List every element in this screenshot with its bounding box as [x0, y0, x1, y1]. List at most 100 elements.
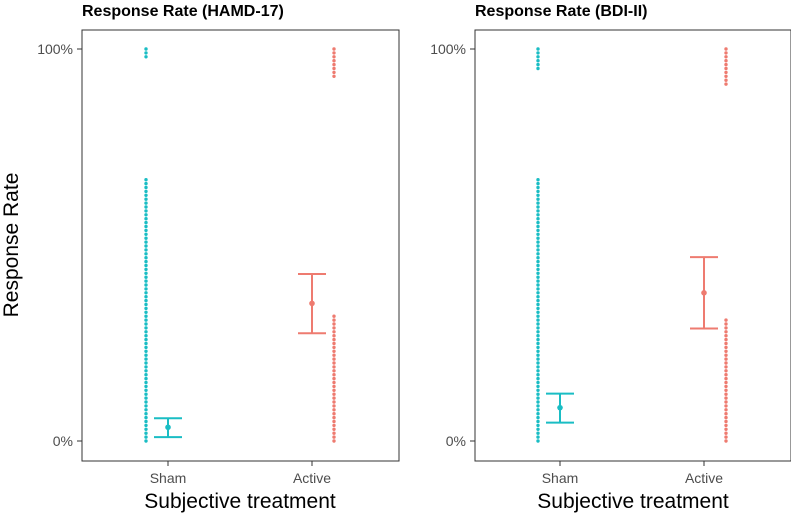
- data-point: [332, 51, 336, 55]
- data-point: [724, 334, 728, 338]
- data-point: [536, 353, 540, 357]
- data-point: [144, 47, 148, 51]
- chart-title: Response Rate (BDI-II): [475, 3, 647, 20]
- data-point: [144, 236, 148, 240]
- data-point: [332, 330, 336, 334]
- data-point: [536, 201, 540, 205]
- data-point: [724, 408, 728, 412]
- data-point: [144, 256, 148, 260]
- y-tick-label: 0%: [53, 433, 73, 449]
- data-point: [536, 314, 540, 318]
- data-point: [144, 322, 148, 326]
- data-point: [144, 197, 148, 201]
- data-point: [144, 431, 148, 435]
- data-point: [144, 357, 148, 361]
- data-point: [536, 193, 540, 197]
- data-point: [332, 47, 336, 51]
- data-point: [536, 435, 540, 439]
- panel-hamd17: Response Rate (HAMD-17) 100% 0% Sham Act…: [0, 3, 400, 513]
- data-point: [332, 62, 336, 67]
- data-point: [536, 51, 540, 55]
- data-point: [332, 415, 336, 420]
- data-point: [724, 78, 728, 82]
- data-point: [332, 334, 336, 338]
- data-point: [332, 419, 336, 424]
- data-point: [332, 408, 336, 412]
- data-point: [332, 322, 336, 326]
- data-point: [332, 349, 336, 353]
- data-point: [536, 271, 540, 275]
- panel-border: [474, 29, 791, 462]
- data-point: [144, 361, 148, 365]
- data-point: [724, 423, 728, 428]
- data-point: [144, 189, 148, 194]
- data-point: [536, 337, 540, 342]
- data-point: [332, 326, 336, 330]
- data-point: [724, 396, 728, 400]
- data-point: [332, 353, 336, 357]
- data-point: [536, 55, 540, 59]
- data-point: [536, 213, 540, 217]
- data-point: [724, 412, 728, 416]
- data-point: [144, 252, 148, 256]
- data-point: [536, 298, 540, 303]
- data-point: [536, 244, 540, 248]
- data-point: [536, 322, 540, 326]
- data-point: [724, 349, 728, 353]
- data-point: [144, 412, 148, 416]
- data-point: [536, 232, 540, 236]
- y-tick-label: 0%: [446, 433, 466, 449]
- data-point: [536, 361, 540, 365]
- data-point: [536, 291, 540, 295]
- data-point: [144, 193, 148, 197]
- data-point: [724, 400, 728, 404]
- data-point: [724, 51, 728, 55]
- data-point: [536, 423, 540, 428]
- data-point: [144, 306, 148, 311]
- data-point: [144, 244, 148, 248]
- data-point: [724, 380, 728, 385]
- data-point: [144, 353, 148, 357]
- data-point: [144, 330, 148, 334]
- data-point: [332, 373, 336, 377]
- data-point: [332, 400, 336, 404]
- data-point: [144, 373, 148, 377]
- data-point: [144, 213, 148, 217]
- data-point: [724, 404, 728, 408]
- data-point: [332, 388, 336, 392]
- data-point: [536, 302, 540, 307]
- data-point: [724, 55, 728, 59]
- data-point: [536, 66, 540, 71]
- data-point: [536, 396, 540, 400]
- data-point: [144, 341, 148, 346]
- data-point: [144, 427, 148, 431]
- data-point: [724, 384, 728, 389]
- data-point: [536, 419, 540, 424]
- data-point: [144, 334, 148, 338]
- data-point: [536, 181, 540, 186]
- data-point: [536, 236, 540, 240]
- data-point: [144, 224, 148, 229]
- data-point: [536, 185, 540, 190]
- data-point: [724, 353, 728, 357]
- data-point: [332, 345, 336, 350]
- data-point: [724, 415, 728, 420]
- data-point: [144, 369, 148, 373]
- data-point: [536, 310, 540, 314]
- y-axis-label: Response Rate: [0, 173, 23, 318]
- y-tick-label: 100%: [37, 41, 73, 57]
- data-point: [724, 435, 728, 439]
- data-point: [536, 275, 540, 279]
- data-point: [332, 318, 336, 322]
- data-point: [724, 388, 728, 392]
- data-point: [144, 291, 148, 295]
- data-point: [332, 412, 336, 416]
- data-point: [332, 361, 336, 365]
- data-point: [144, 380, 148, 385]
- data-point: [724, 330, 728, 334]
- data-point: [332, 365, 336, 369]
- data-point: [536, 256, 540, 260]
- data-point: [536, 380, 540, 385]
- data-point: [536, 334, 540, 338]
- data-point: [536, 369, 540, 373]
